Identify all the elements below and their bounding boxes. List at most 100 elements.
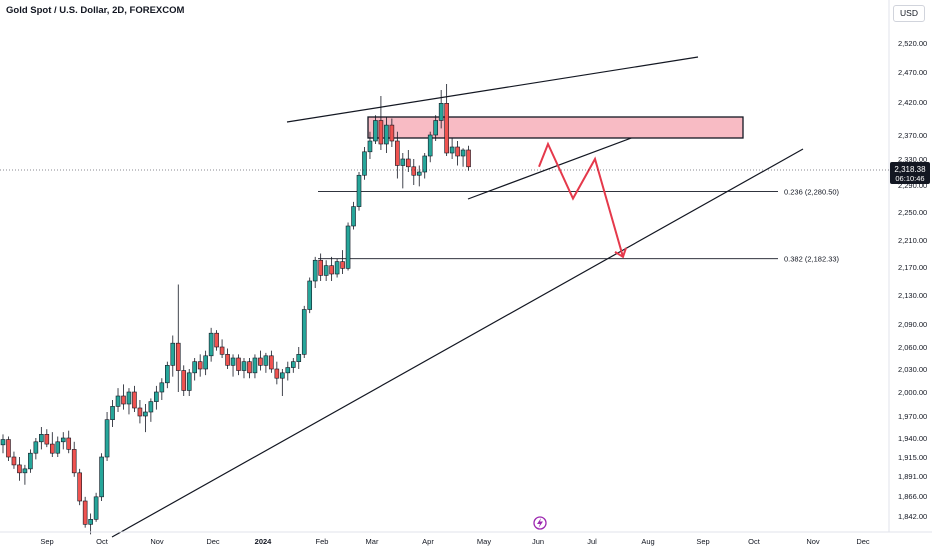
- candle[interactable]: [269, 350, 274, 373]
- candle[interactable]: [104, 412, 110, 461]
- candle[interactable]: [378, 96, 384, 150]
- candle[interactable]: [186, 369, 192, 396]
- candle[interactable]: [356, 172, 362, 211]
- price-tick-label: 1,970.00: [898, 412, 927, 421]
- candle[interactable]: [449, 138, 455, 159]
- candle[interactable]: [395, 131, 400, 179]
- lower-support-trendline[interactable]: [111, 148, 804, 538]
- candle[interactable]: [422, 153, 428, 179]
- candle[interactable]: [143, 404, 148, 433]
- candle[interactable]: [323, 260, 329, 281]
- candle[interactable]: [6, 436, 11, 461]
- candle[interactable]: [384, 116, 389, 153]
- candle[interactable]: [460, 148, 466, 167]
- candle[interactable]: [373, 115, 378, 144]
- candle[interactable]: [44, 429, 50, 448]
- candle[interactable]: [296, 347, 302, 369]
- resistance-zone[interactable]: [367, 116, 744, 139]
- candle[interactable]: [455, 141, 460, 166]
- candle[interactable]: [405, 150, 411, 172]
- candle[interactable]: [132, 385, 137, 412]
- candle[interactable]: [290, 358, 296, 373]
- candle[interactable]: [334, 258, 340, 278]
- candle[interactable]: [17, 457, 22, 481]
- candle[interactable]: [367, 131, 373, 159]
- candle[interactable]: [466, 145, 471, 171]
- candle[interactable]: [60, 432, 66, 450]
- fib-level-label: 0.382 (2,182.33): [784, 255, 840, 264]
- candle[interactable]: [159, 378, 165, 400]
- candle[interactable]: [197, 354, 203, 377]
- candle[interactable]: [165, 361, 170, 389]
- candle[interactable]: [258, 350, 263, 371]
- candle[interactable]: [362, 147, 367, 180]
- candle[interactable]: [433, 115, 438, 141]
- candle[interactable]: [0, 434, 6, 454]
- candle[interactable]: [110, 400, 115, 427]
- candle[interactable]: [22, 464, 28, 485]
- candle[interactable]: [400, 153, 406, 189]
- upper-resistance-trendline[interactable]: [286, 56, 699, 123]
- candle[interactable]: [427, 131, 433, 163]
- wedge-bottom-trendline[interactable]: [467, 127, 659, 200]
- candle[interactable]: [121, 384, 126, 410]
- candle[interactable]: [307, 277, 313, 314]
- candle[interactable]: [438, 90, 444, 129]
- candle[interactable]: [49, 432, 55, 457]
- candle[interactable]: [126, 388, 132, 415]
- candle[interactable]: [274, 361, 280, 385]
- candle[interactable]: [181, 365, 187, 396]
- candle[interactable]: [225, 348, 230, 369]
- lightning-icon[interactable]: [533, 516, 547, 530]
- candle[interactable]: [192, 358, 197, 381]
- candle[interactable]: [345, 222, 351, 271]
- time-tick-label: Apr: [422, 537, 434, 546]
- candle[interactable]: [230, 354, 236, 377]
- candle[interactable]: [99, 453, 104, 501]
- candle[interactable]: [214, 330, 219, 351]
- candle[interactable]: [154, 385, 159, 410]
- projection-arrow-path[interactable]: [538, 141, 624, 258]
- candle[interactable]: [241, 358, 247, 379]
- candle[interactable]: [416, 165, 422, 187]
- candle[interactable]: [444, 84, 449, 156]
- candle[interactable]: [82, 496, 88, 528]
- candle[interactable]: [115, 388, 121, 412]
- candle[interactable]: [411, 159, 417, 185]
- candle[interactable]: [219, 339, 225, 358]
- candle[interactable]: [340, 250, 345, 274]
- candle[interactable]: [351, 201, 356, 230]
- candle[interactable]: [318, 253, 323, 282]
- candle[interactable]: [285, 361, 291, 381]
- candle[interactable]: [170, 335, 176, 377]
- candle[interactable]: [39, 427, 44, 450]
- candle[interactable]: [203, 350, 208, 376]
- candle[interactable]: [389, 118, 395, 148]
- candle[interactable]: [208, 327, 214, 362]
- candle[interactable]: [137, 400, 143, 424]
- price-axis: 2,520.00 2,470.00 2,420.00 2,370.00 2,330.00…: [0, 0, 932, 533]
- candle[interactable]: [312, 256, 318, 288]
- candle[interactable]: [329, 256, 334, 281]
- currency-button[interactable]: USD: [893, 5, 925, 22]
- candle[interactable]: [55, 436, 61, 457]
- candle[interactable]: [280, 369, 285, 396]
- candle[interactable]: [93, 492, 99, 522]
- candle[interactable]: [28, 449, 33, 473]
- price-tick-label: 2,290.00: [898, 181, 927, 190]
- candle[interactable]: [77, 468, 82, 506]
- candle[interactable]: [252, 354, 258, 379]
- candle[interactable]: [301, 305, 307, 358]
- candle[interactable]: [247, 358, 252, 379]
- candle[interactable]: [11, 451, 17, 469]
- candle[interactable]: [236, 354, 241, 376]
- candle[interactable]: [66, 430, 72, 454]
- candle[interactable]: [71, 441, 77, 477]
- candle[interactable]: [148, 398, 154, 422]
- candle[interactable]: [88, 513, 93, 535]
- candle[interactable]: [33, 438, 39, 460]
- candle[interactable]: [175, 284, 181, 393]
- candle[interactable]: [263, 352, 269, 373]
